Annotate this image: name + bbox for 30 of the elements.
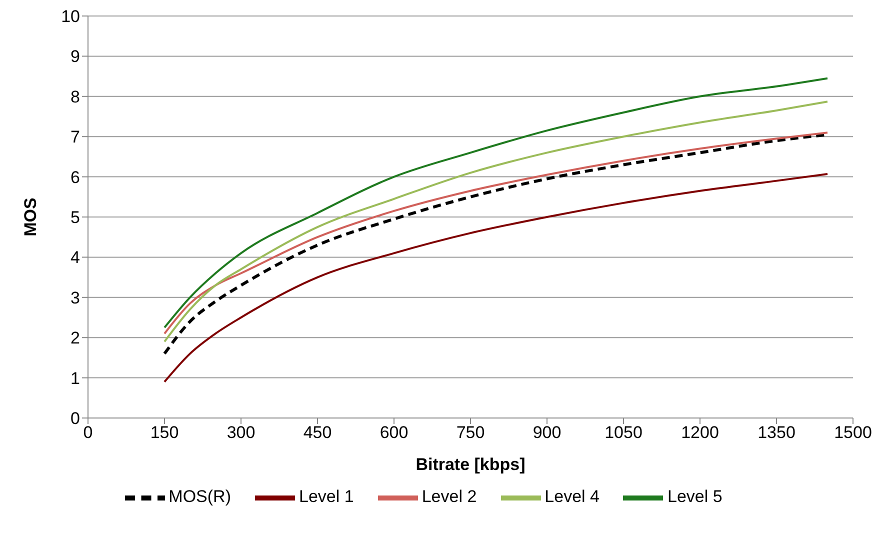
x-axis-title: Bitrate [kbps] [416, 455, 526, 474]
y-tick-label: 9 [70, 47, 80, 66]
x-tick-label: 900 [532, 423, 562, 442]
y-tick-label: 0 [70, 409, 80, 428]
y-tick-label: 10 [61, 7, 80, 26]
x-tick-label: 1350 [758, 423, 796, 442]
x-tick-label: 0 [83, 423, 93, 442]
x-tick-label: 1500 [834, 423, 872, 442]
legend-label: Level 4 [544, 487, 600, 506]
x-tick-label: 1050 [604, 423, 642, 442]
legend-label: MOS(R) [168, 487, 231, 506]
x-tick-label: 600 [380, 423, 408, 442]
y-tick-label: 1 [70, 368, 80, 388]
x-tick-label: 300 [226, 423, 256, 442]
legend-label: Level 5 [667, 487, 722, 506]
x-tick-label: 1200 [681, 423, 719, 442]
x-tick-label: 450 [303, 423, 332, 442]
legend-label: Level 2 [422, 487, 477, 506]
y-tick-label: 2 [70, 328, 80, 348]
y-tick-label: 6 [70, 168, 80, 187]
legend-label: Level 1 [299, 487, 354, 506]
y-tick-label: 5 [70, 208, 80, 228]
y-tick-label: 8 [70, 87, 80, 106]
y-tick-label: 3 [70, 288, 80, 308]
y-tick-label: 4 [70, 248, 80, 268]
x-tick-label: 750 [456, 423, 485, 442]
y-tick-label: 7 [70, 128, 80, 147]
line-series [164, 172, 828, 383]
x-tick-label: 150 [150, 423, 179, 442]
y-axis-title: MOS [21, 198, 40, 236]
